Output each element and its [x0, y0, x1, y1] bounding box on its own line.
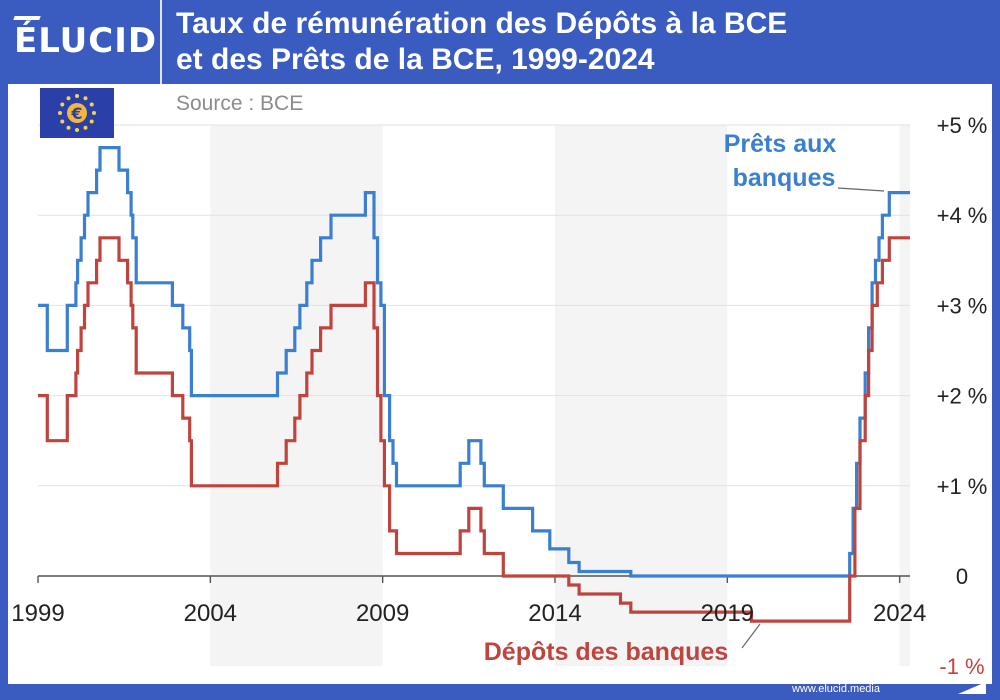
footer-url[interactable]: www.elucid.media [791, 683, 881, 695]
flag-star [60, 119, 65, 124]
y-tick-label: +5 % [937, 113, 988, 138]
x-tick-label: 2009 [356, 600, 409, 627]
eu-flag-icon: € [40, 88, 114, 138]
y-tick-label: +4 % [937, 203, 988, 228]
y-tick-label: +1 % [937, 474, 988, 499]
rates-line-chart: +5 % +4 % +3 % +2 % +1 % 0 -1 % 1999 2004 2009 201… [11, 88, 987, 695]
flag-star [75, 128, 79, 132]
flag-star [92, 111, 96, 115]
title-line-2: et des Prêts de la BCE, 1999-2024 [176, 43, 655, 76]
annotation-depots: Dépôts des banques [484, 638, 729, 666]
flag-star [89, 102, 94, 107]
logo[interactable]: ÉLUCID [14, 21, 158, 61]
blue-label-leader [837, 187, 885, 192]
flag-star [66, 96, 71, 101]
y-tick-label: +2 % [937, 384, 988, 409]
x-tick-label: 2004 [184, 600, 237, 627]
svg-text:€: € [70, 104, 82, 123]
flag-star [66, 125, 71, 130]
series-lines [38, 146, 910, 623]
flag-star [83, 96, 88, 101]
flag-star [75, 94, 79, 98]
footer-logo-mark [958, 682, 986, 694]
flag-star [83, 125, 88, 130]
red-label-leader [741, 623, 761, 649]
flag-star [89, 119, 94, 124]
series-depots-line [38, 236, 910, 623]
x-tick-label: 2019 [701, 600, 754, 627]
axis-labels: +5 % +4 % +3 % +2 % +1 % 0 -1 % 1999 2004 2009 201… [11, 113, 987, 679]
flag-star [58, 111, 62, 115]
annotation-prets-line1: Prêts aux [724, 130, 837, 158]
y-tick-label: -1 % [939, 654, 984, 679]
x-tick-label: 2014 [528, 600, 581, 627]
y-tick-label: 0 [956, 564, 968, 589]
y-tick-label: +3 % [937, 293, 988, 318]
annotation-prets-line2: banques [733, 164, 836, 192]
flag-star [60, 102, 65, 107]
header: ÉLUCID Taux de rémunération des Dépôts à… [0, 0, 1000, 84]
page-title: Taux de rémunération des Dépôts à la BCE… [176, 6, 976, 78]
header-divider [160, 0, 162, 84]
title-line-1: Taux de rémunération des Dépôts à la BCE [176, 7, 788, 40]
x-tick-label: 1999 [11, 600, 64, 627]
x-tick-label: 2024 [873, 600, 926, 627]
source-note: Source : BCE [176, 92, 303, 115]
series-prets-line [38, 146, 910, 578]
